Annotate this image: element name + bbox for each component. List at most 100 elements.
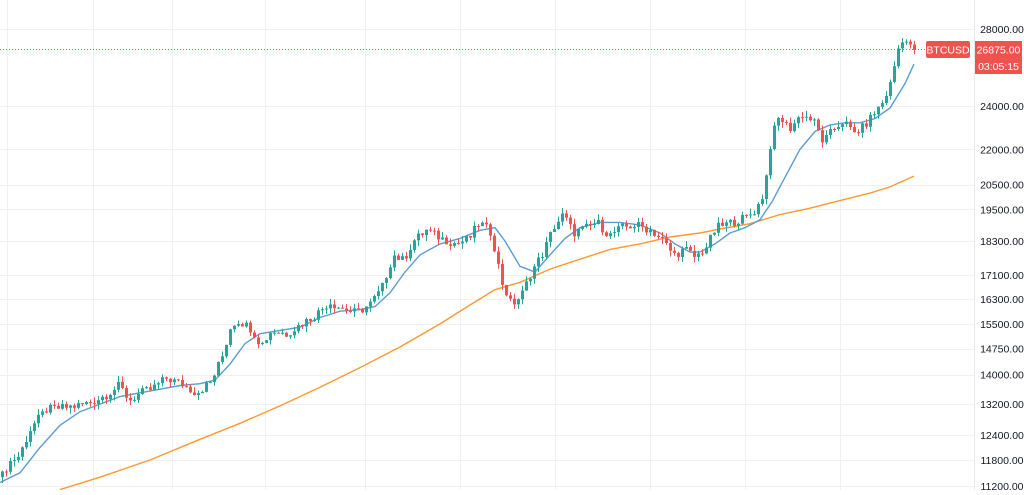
candle [577, 228, 580, 240]
candles [1, 38, 916, 484]
candle [773, 122, 776, 151]
candle [569, 214, 572, 230]
candle [873, 111, 876, 119]
candle [281, 328, 284, 335]
candle [229, 328, 232, 348]
candle [425, 229, 428, 242]
candle [349, 306, 352, 314]
candle [781, 114, 784, 128]
last-price-label: 26875.00 [977, 45, 1021, 57]
candle [109, 393, 112, 403]
candle [153, 379, 156, 391]
candle [145, 385, 148, 389]
symbol-label: BTCUSD [926, 45, 970, 57]
candle [357, 302, 360, 310]
candle [225, 344, 228, 359]
candle [37, 409, 40, 428]
candle [389, 264, 392, 280]
candle [741, 211, 744, 225]
candle [589, 220, 592, 231]
y-tick-label: 24000.00 [980, 101, 1024, 113]
candle [653, 229, 656, 237]
candle [785, 119, 788, 126]
candle [97, 395, 100, 410]
ma-slow-series [59, 175, 915, 491]
candle [305, 317, 308, 333]
price-tag: 26875.00 [975, 41, 1022, 58]
candle [865, 118, 868, 130]
candle [805, 110, 808, 122]
candle [125, 385, 128, 402]
candle [609, 231, 612, 239]
candle [885, 90, 888, 106]
candle [313, 317, 316, 322]
candle [373, 294, 376, 304]
candle [477, 224, 480, 231]
candle [165, 376, 168, 382]
candle [189, 384, 192, 394]
candle [661, 231, 664, 245]
price-axis[interactable]: 28000.00 24000.00 22000.00 20500.00 19500.00… [980, 24, 1024, 493]
candle [185, 382, 188, 388]
candle [821, 125, 824, 148]
y-tick-label: 16300.00 [980, 294, 1024, 306]
candle [413, 239, 416, 253]
y-tick-label: 15500.00 [980, 319, 1024, 331]
candle [257, 334, 260, 349]
candle [341, 304, 344, 309]
candle [525, 276, 528, 292]
candle [509, 291, 512, 302]
candle [29, 426, 32, 447]
candle [557, 216, 560, 230]
candle [249, 320, 252, 337]
y-tick-label: 13200.00 [980, 399, 1024, 411]
candle [893, 61, 896, 84]
candle [689, 244, 692, 252]
candle [93, 397, 96, 410]
candle [241, 322, 244, 327]
y-tick-label: 20500.00 [980, 180, 1024, 192]
candle [345, 304, 348, 314]
y-tick-label: 17100.00 [980, 270, 1024, 282]
candle [693, 245, 696, 263]
candle [705, 242, 708, 255]
candle [869, 111, 872, 132]
candle [149, 383, 152, 392]
candle [485, 217, 488, 228]
y-tick-label: 14750.00 [980, 344, 1024, 356]
candle [641, 217, 644, 232]
candle [725, 219, 728, 232]
candle [433, 227, 436, 236]
candle [381, 282, 384, 296]
candle [633, 224, 636, 233]
candle [829, 125, 832, 139]
candle [217, 361, 220, 378]
candle [857, 129, 860, 136]
candle [57, 402, 60, 409]
candle [717, 217, 720, 237]
candle [521, 285, 524, 305]
candle [117, 376, 120, 393]
candle [733, 216, 736, 228]
candle [745, 214, 748, 218]
candle [193, 387, 196, 396]
candle [841, 123, 844, 132]
candle [197, 390, 200, 400]
candle [113, 386, 116, 401]
candle [629, 225, 632, 229]
candle [565, 209, 568, 221]
candle [701, 249, 704, 257]
candle [581, 225, 584, 231]
candle [709, 234, 712, 252]
candle [861, 121, 864, 138]
candle [49, 402, 52, 415]
candle [61, 399, 64, 410]
candle [17, 451, 20, 463]
candle [533, 263, 536, 284]
candle [393, 250, 396, 272]
candle [133, 396, 136, 403]
candle [297, 322, 300, 334]
candle [201, 390, 204, 394]
